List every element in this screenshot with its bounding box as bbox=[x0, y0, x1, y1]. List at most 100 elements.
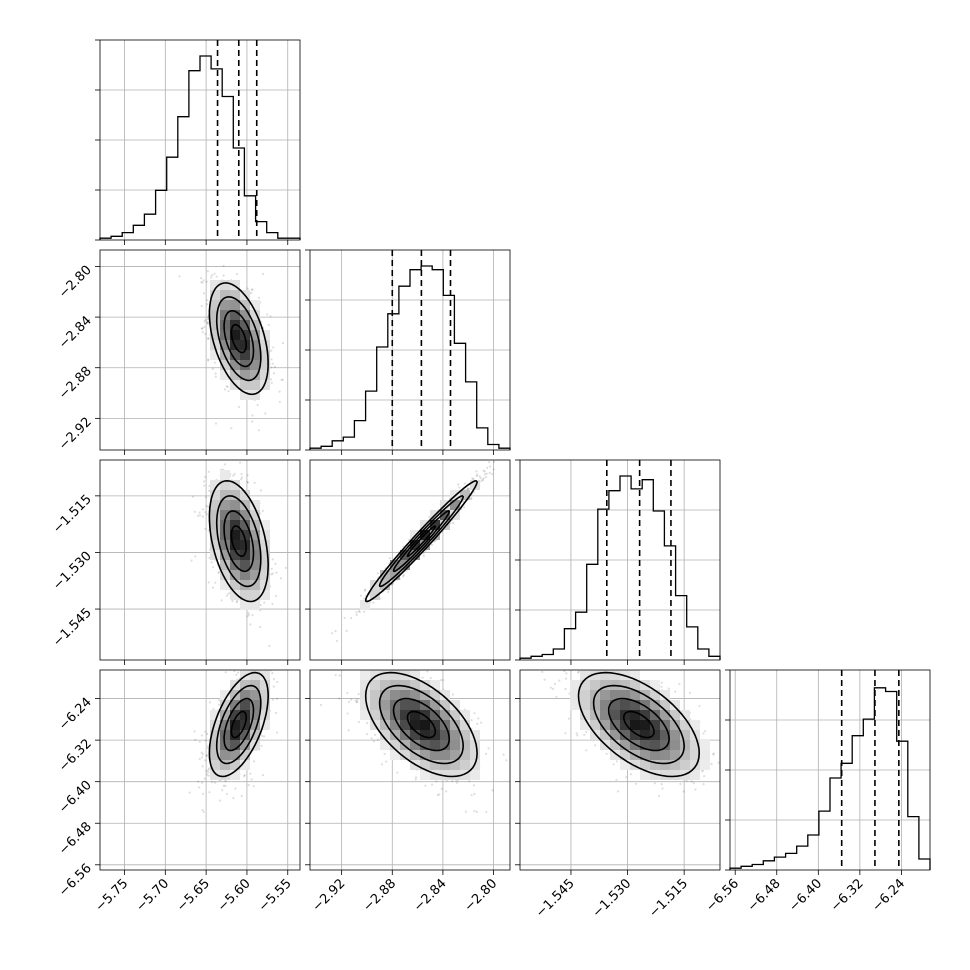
sample-point bbox=[250, 291, 253, 294]
density-cell bbox=[380, 700, 390, 710]
sample-point bbox=[270, 349, 273, 352]
contour-line bbox=[208, 282, 269, 396]
sample-point bbox=[224, 780, 227, 783]
density-cell bbox=[230, 580, 240, 590]
density-cell bbox=[220, 360, 230, 370]
density-cell bbox=[230, 730, 240, 740]
panel-3-0 bbox=[99, 647, 301, 871]
density-cell bbox=[250, 540, 260, 550]
sample-point bbox=[253, 667, 255, 669]
sample-point bbox=[334, 674, 337, 677]
sample-point bbox=[250, 778, 253, 781]
sample-point bbox=[217, 703, 221, 706]
sample-point bbox=[271, 602, 274, 606]
sample-point bbox=[227, 592, 230, 595]
density-cell bbox=[440, 730, 450, 740]
sample-point bbox=[201, 765, 204, 768]
sample-point bbox=[451, 693, 454, 696]
sample-point bbox=[704, 730, 707, 733]
sample-point bbox=[260, 734, 264, 737]
sample-point bbox=[232, 474, 235, 477]
sample-point bbox=[466, 488, 469, 491]
sample-point bbox=[218, 699, 221, 702]
density-cell bbox=[390, 570, 400, 580]
sample-point bbox=[452, 521, 455, 525]
density-cell bbox=[440, 700, 450, 710]
sample-point bbox=[221, 457, 223, 459]
sample-point bbox=[178, 275, 181, 278]
contour-line bbox=[223, 697, 255, 752]
sample-point bbox=[266, 647, 268, 649]
sample-point bbox=[365, 733, 368, 736]
sample-point bbox=[271, 672, 274, 675]
density-cell bbox=[250, 300, 260, 310]
sample-point bbox=[338, 674, 341, 677]
contour-line bbox=[215, 684, 262, 765]
density-cell bbox=[430, 740, 440, 750]
sample-point bbox=[210, 561, 213, 564]
sample-point bbox=[272, 677, 276, 681]
density-cell bbox=[420, 690, 430, 700]
density-cell bbox=[210, 490, 220, 500]
sample-point bbox=[357, 693, 360, 696]
sample-point bbox=[199, 514, 202, 517]
density-cell bbox=[230, 520, 240, 530]
contour-line bbox=[392, 697, 451, 752]
contour-line bbox=[215, 296, 262, 382]
density-cell bbox=[460, 710, 470, 720]
density-cell bbox=[230, 740, 240, 750]
sample-point bbox=[260, 744, 263, 747]
density-cell bbox=[240, 690, 250, 700]
sample-point bbox=[206, 746, 209, 750]
density-cell bbox=[220, 550, 230, 560]
sample-point bbox=[206, 732, 209, 736]
sample-point bbox=[200, 327, 203, 330]
density-cell bbox=[260, 550, 270, 560]
sample-point bbox=[224, 784, 227, 788]
density-cell bbox=[260, 690, 270, 700]
density-cell bbox=[240, 490, 250, 500]
sample-point bbox=[194, 555, 197, 558]
panel-1-0 bbox=[99, 249, 301, 451]
panel-3-2 bbox=[519, 669, 721, 871]
sample-point bbox=[487, 747, 490, 750]
sample-point bbox=[200, 281, 203, 284]
sample-point bbox=[431, 783, 434, 786]
sample-point bbox=[468, 780, 471, 783]
density-cell bbox=[240, 680, 250, 690]
density-cell bbox=[400, 730, 410, 740]
density-cell bbox=[250, 680, 260, 690]
density-cell bbox=[250, 710, 260, 720]
density-cell bbox=[210, 520, 220, 530]
density-cell bbox=[240, 760, 250, 770]
sample-point bbox=[440, 787, 443, 791]
sample-point bbox=[205, 513, 208, 516]
sample-point bbox=[488, 471, 491, 474]
density-cell bbox=[210, 310, 220, 320]
sample-point bbox=[363, 610, 366, 613]
sample-point bbox=[467, 487, 470, 490]
sample-point bbox=[470, 497, 473, 500]
sample-point bbox=[365, 721, 369, 725]
density-cell bbox=[240, 540, 250, 550]
sample-point bbox=[281, 378, 284, 381]
contour-line bbox=[378, 494, 465, 588]
sample-point bbox=[207, 337, 210, 340]
density-cell bbox=[230, 720, 240, 730]
density-cell bbox=[210, 510, 220, 520]
sample-point bbox=[227, 390, 230, 393]
density-cell bbox=[210, 290, 220, 300]
sample-point bbox=[246, 480, 249, 483]
sample-point bbox=[335, 639, 339, 643]
sample-point bbox=[235, 601, 238, 604]
density-cell bbox=[220, 370, 230, 380]
density-cell bbox=[400, 750, 410, 760]
sample-point bbox=[372, 740, 375, 743]
sample-point bbox=[350, 653, 352, 655]
sample-point bbox=[203, 484, 206, 487]
sample-point bbox=[276, 731, 279, 734]
sample-point bbox=[502, 753, 505, 756]
sample-point bbox=[334, 630, 337, 633]
sample-point bbox=[232, 797, 235, 800]
density-cell bbox=[220, 580, 230, 590]
